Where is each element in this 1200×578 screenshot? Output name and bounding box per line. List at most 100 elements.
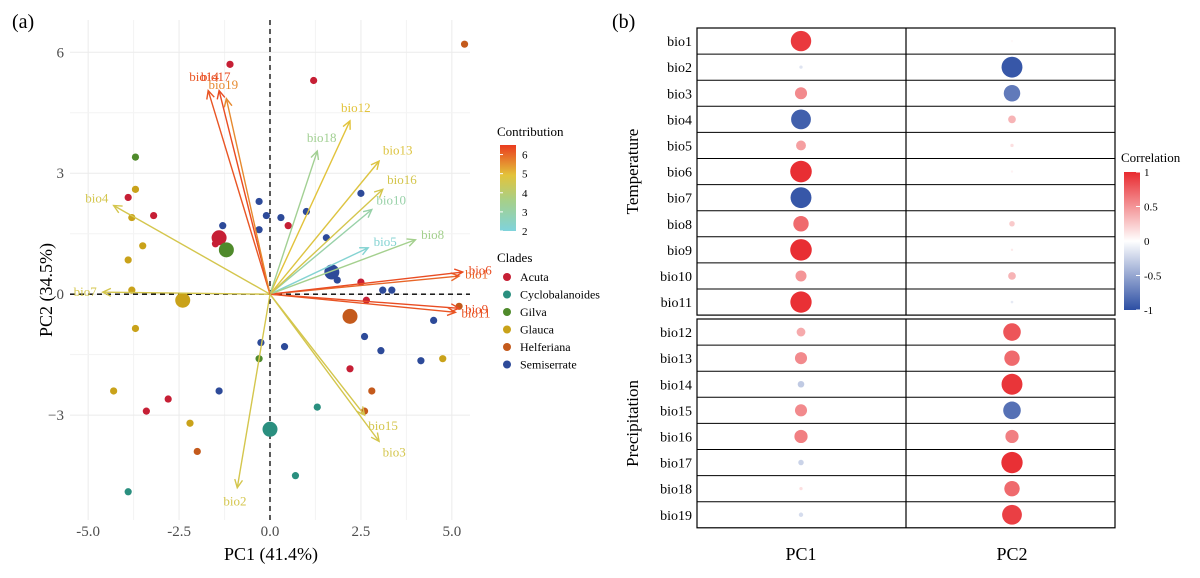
row-label: bio13 [660, 352, 692, 367]
arrow-shaft [269, 293, 366, 416]
sample-point [460, 40, 469, 48]
sample-point [377, 347, 385, 355]
arrow-label: bio8 [421, 227, 444, 242]
arrow-head [342, 119, 351, 130]
arrow-shaft [269, 188, 384, 295]
clade-legend-label: Acuta [520, 270, 549, 284]
clade-legend-label: Helferiana [520, 340, 571, 354]
y-axis-ticks: −3 0 3 6 [48, 45, 64, 424]
arrow-head [450, 272, 461, 282]
row-label: bio8 [667, 218, 692, 233]
arrow-label: bio1 [465, 267, 488, 282]
contribution-tick-label: 6 [522, 150, 528, 162]
correlation-circle [795, 270, 807, 282]
row-label: bio2 [667, 61, 692, 76]
sample-point [255, 197, 263, 206]
arrow-head [356, 406, 366, 417]
x-tick-label: 2.5 [352, 524, 371, 540]
correlation-circle [798, 459, 804, 466]
arrow-shaft [225, 98, 271, 295]
correlation-circle [790, 239, 812, 261]
sample-point [313, 403, 321, 411]
row-label: bio18 [660, 483, 692, 498]
sample-point [131, 153, 140, 161]
correlation-tick-label: -0.5 [1144, 271, 1162, 283]
arrow-shaft [269, 293, 380, 442]
correlation-circle [794, 429, 808, 444]
correlation-circle [1010, 300, 1014, 304]
correlation-circle [1005, 429, 1019, 444]
sample-point [333, 276, 341, 284]
arrow-head [362, 208, 374, 218]
arrow-shaft [269, 293, 456, 314]
arrow-bio10: bio10 [269, 193, 406, 295]
sample-point [262, 211, 270, 220]
correlation-legend: Correlation 1 0.5 0 -0.5 -1 [1121, 150, 1181, 317]
arrow-label: bio16 [387, 172, 417, 187]
sample-point [124, 256, 132, 264]
sample-point [139, 242, 147, 250]
arrow-head [406, 238, 417, 247]
row-label: bio11 [661, 296, 692, 311]
row-label: bio1 [667, 35, 692, 50]
row-label: bio12 [660, 326, 692, 341]
arrow-shaft [269, 120, 351, 295]
correlation-circle [799, 65, 803, 69]
sample-point [277, 213, 285, 222]
clade-legend-dot [503, 360, 511, 369]
sample-point [342, 308, 358, 324]
panel-b-label: (b) [612, 11, 635, 33]
group-precipitation: bio12 bio13 bio14 bio15 bio16 bio17 bio18 bio19 [660, 318, 1116, 529]
clade-legend-label: Glauca [520, 323, 555, 337]
arrow-head [223, 97, 233, 108]
arrow-bio2: bio2 [223, 294, 271, 509]
arrow-head [370, 159, 381, 171]
arrow-label: bio3 [383, 445, 406, 460]
arrow-head [373, 188, 384, 198]
arrow-shaft [207, 90, 271, 295]
row-label: bio16 [660, 430, 692, 445]
sample-point [186, 419, 194, 427]
column-label: PC2 [996, 544, 1027, 564]
contribution-legend-ticks: 2 3 4 5 6 [500, 150, 528, 238]
sample-point [124, 193, 132, 202]
sample-point [150, 211, 158, 220]
sample-point [430, 316, 438, 325]
arrow-bio6: bio6 [269, 262, 492, 295]
arrow-shaft [269, 160, 380, 295]
arrow-label: bio18 [307, 130, 337, 145]
arrow-bio8: bio8 [269, 227, 444, 295]
clade-legend-label: Semiserrate [520, 358, 577, 372]
arrow-bio5: bio5 [269, 234, 397, 295]
clade-legend-label: Cyclobalanoides [520, 288, 600, 302]
clade-legend-dot [503, 273, 511, 281]
contribution-legend: Contribution 2 3 4 5 6 [497, 124, 564, 238]
sample-point [124, 488, 132, 496]
sample-point [302, 207, 310, 216]
sample-point [417, 357, 425, 365]
correlation-circle [790, 291, 812, 313]
correlation-circle [1010, 196, 1014, 199]
row-label: bio7 [667, 192, 692, 207]
arrow-head [359, 247, 370, 256]
group-temperature: bio1 bio2 bio3 bio4 bio5 bio6 bio7 bio8 bio9 bio1… [660, 27, 1116, 316]
contribution-colorbar [500, 145, 516, 231]
arrow-shaft [102, 291, 271, 295]
arrow-label: bio19 [209, 77, 239, 92]
correlation-circle [798, 512, 804, 517]
row-label: bio19 [660, 509, 692, 524]
sample-point [142, 407, 150, 415]
column-label: PC1 [785, 544, 816, 564]
x-tick-label: -5.0 [76, 524, 100, 540]
loading-arrows: bio1bio2bio3bio4bio5bio6bio7bio8bio9bio1… [74, 69, 493, 509]
sample-point [164, 395, 172, 403]
arrow-label: bio2 [223, 494, 246, 509]
arrow-bio13: bio13 [269, 142, 413, 295]
x-axis-title: PC1 (41.4%) [224, 544, 318, 565]
arrow-head [216, 89, 226, 100]
row-label: bio17 [660, 457, 692, 472]
arrow-label: bio12 [341, 100, 371, 115]
y-tick-label: 3 [57, 166, 65, 182]
arrow-label: bio11 [461, 306, 490, 321]
clades-legend-items: Acuta Cyclobalanoides Gilva Glauca Helferian… [503, 270, 600, 372]
